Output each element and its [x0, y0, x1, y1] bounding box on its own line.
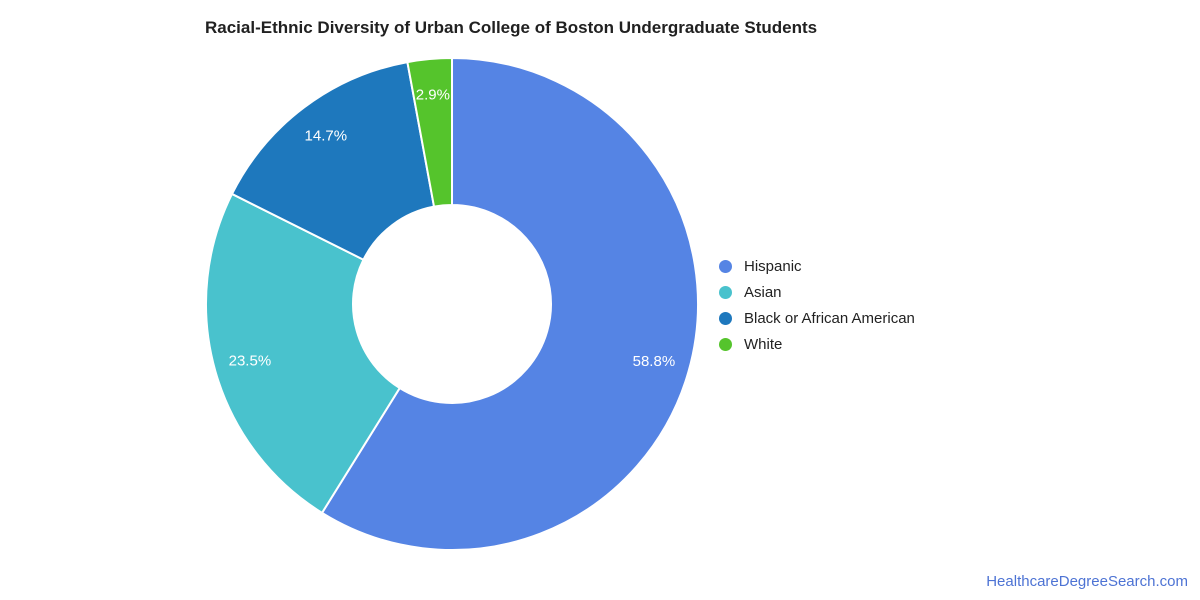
pie-slice-white[interactable]: [406, 56, 453, 208]
legend-item-hispanic[interactable]: Hispanic: [719, 253, 915, 279]
legend-marker-hispanic: [719, 259, 732, 273]
legend-label-black-or-african-american: Black or African American: [744, 309, 915, 327]
legend-marker-asian: [719, 285, 732, 299]
legend-item-asian[interactable]: Asian: [719, 279, 915, 305]
legend-item-black-or-african-american[interactable]: Black or African American: [719, 305, 915, 331]
legend-label-white: White: [744, 335, 783, 353]
legend-label-hispanic: Hispanic: [744, 257, 802, 275]
legend-item-white[interactable]: White: [719, 331, 915, 357]
legend-marker-white: [719, 337, 732, 351]
pie-slice-black-or-african-american[interactable]: [230, 60, 436, 262]
pie-slice-asian[interactable]: [205, 192, 402, 515]
legend-label-asian: Asian: [744, 283, 782, 301]
legend-marker-black-or-african-american: [719, 311, 732, 325]
chart-title: Racial-Ethnic Diversity of Urban College…: [205, 18, 818, 37]
legend: Hispanic Asian Black or African American Wh…: [719, 253, 915, 357]
pie-slice-hispanic[interactable]: [320, 56, 699, 551]
footer-source-link[interactable]: HealthcareDegreeSearch.com: [986, 573, 1188, 590]
